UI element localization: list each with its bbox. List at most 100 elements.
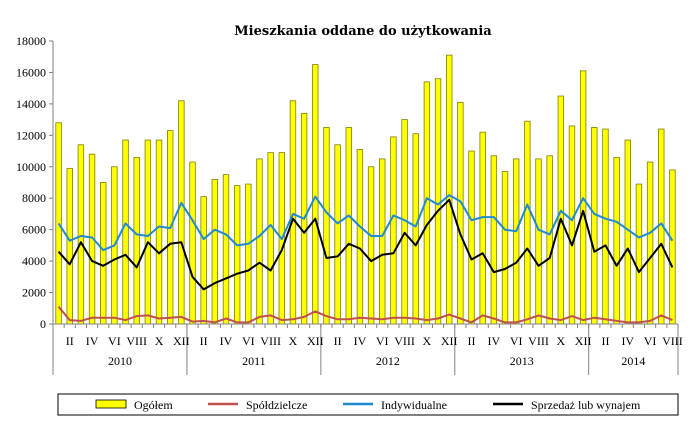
x-month-label: IV (621, 334, 634, 348)
legend-swatch (95, 399, 127, 409)
bar-ogolem (646, 161, 654, 325)
bar-ogolem (591, 127, 598, 325)
bar-ogolem (613, 156, 620, 325)
y-tick-label: 2000 (22, 286, 46, 300)
bar-ogolem (200, 196, 207, 325)
x-month-label: VI (242, 334, 255, 348)
y-tick-label: 12000 (16, 128, 46, 142)
bar-ogolem (434, 78, 442, 325)
y-tick-label: 0 (40, 317, 46, 331)
legend-label: Ogółem (134, 398, 173, 412)
bar-ogolem (144, 139, 152, 325)
bar-ogolem (468, 150, 475, 325)
legend: Ogółem Spółdzielcze Indywidualne Sprzedaż l… (57, 393, 679, 416)
bar-ogolem (100, 182, 107, 325)
bar-ogolem (289, 100, 297, 325)
x-month-label: XII (307, 334, 324, 348)
line-indywidualne (57, 194, 674, 252)
legend-item-ogolem: Ogółem (95, 398, 173, 412)
x-month-label: VI (510, 334, 523, 348)
bar-ogolem (479, 131, 486, 325)
x-year-label: 2010 (108, 354, 132, 368)
x-month-label: IV (354, 334, 367, 348)
bar-ogolem (356, 149, 364, 325)
x-year-label: 2012 (376, 354, 400, 368)
bar-ogolem (222, 174, 230, 325)
bar-ogolem (334, 144, 341, 325)
x-year-label: 2014 (621, 354, 645, 368)
bar-ogolem (535, 158, 542, 325)
x-month-label: IV (488, 334, 501, 348)
bar-ogolem (55, 122, 62, 325)
bar-ogolem (602, 128, 609, 325)
x-axis-labels: II IV VI VIII X XII II IV VI VIII X XII II IV VI VIII X X… (66, 334, 683, 368)
line-series (57, 194, 674, 324)
bar-ogolem (512, 158, 520, 325)
bar-ogolem (133, 156, 140, 325)
bar-ogolem (312, 64, 319, 325)
y-axis-ticks: 0 2000 4000 6000 8000 10000 12000 14000 16000 180… (16, 34, 53, 331)
bar-series (55, 54, 676, 325)
legend-label: Sprzedaż lub wynajem (531, 398, 641, 412)
bar-ogolem (66, 167, 73, 325)
bar-ogolem (122, 139, 129, 325)
bar-ogolem (635, 183, 643, 325)
legend-item-sprzedaz: Sprzedaż lub wynajem (493, 398, 641, 412)
x-month-label: X (423, 334, 432, 348)
bar-ogolem (546, 155, 553, 325)
bar-ogolem (245, 183, 252, 325)
bar-ogolem (490, 155, 498, 325)
x-month-label: VI (376, 334, 389, 348)
x-month-label: XII (173, 334, 190, 348)
x-year-label: 2011 (242, 354, 266, 368)
bar-ogolem (501, 171, 509, 325)
line-spoldzielcze (57, 306, 673, 324)
x-month-label: IV (220, 334, 233, 348)
bar-ogolem (568, 125, 576, 325)
bar-ogolem (211, 178, 219, 325)
x-month-label: XII (575, 334, 592, 348)
y-tick-label: 8000 (22, 191, 46, 205)
bar-ogolem (155, 139, 163, 325)
x-month-label: VIII (662, 334, 683, 348)
chart-title: Mieszkania oddane do użytkowania (234, 24, 492, 39)
x-month-label: X (155, 334, 164, 348)
bar-ogolem (323, 127, 330, 325)
x-month-label: IV (86, 334, 99, 348)
bar-ogolem (256, 158, 263, 325)
x-month-label: II (66, 334, 74, 348)
x-month-label: II (334, 334, 342, 348)
bar-ogolem (178, 100, 185, 325)
x-month-label: II (601, 334, 609, 348)
bar-ogolem (446, 54, 453, 325)
legend-item-spoldzielcze: Spółdzielcze (208, 398, 307, 412)
bar-ogolem (524, 120, 531, 325)
bar-ogolem (457, 101, 464, 325)
y-tick-label: 10000 (16, 160, 46, 174)
bar-ogolem (189, 161, 196, 325)
axes (52, 41, 679, 375)
x-month-label: II (200, 334, 208, 348)
x-month-label: VI (108, 334, 121, 348)
bar-ogolem (267, 152, 274, 325)
bar-ogolem (77, 144, 85, 325)
x-month-label: VIII (126, 334, 147, 348)
bar-ogolem (412, 133, 419, 325)
bar-ogolem (367, 166, 375, 325)
x-month-label: VIII (528, 334, 549, 348)
bar-ogolem (669, 169, 676, 325)
bar-ogolem (345, 127, 352, 325)
y-tick-label: 14000 (16, 97, 46, 111)
bar-ogolem (390, 136, 397, 325)
x-month-label: II (468, 334, 476, 348)
y-tick-label: 4000 (22, 254, 46, 268)
x-month-label: XII (441, 334, 458, 348)
y-tick-label: 18000 (16, 34, 46, 48)
x-month-label: X (556, 334, 565, 348)
legend-label: Indywidualne (381, 398, 447, 412)
bar-ogolem (233, 185, 241, 325)
x-year-label: 2013 (510, 354, 534, 368)
x-month-label: VI (644, 334, 657, 348)
